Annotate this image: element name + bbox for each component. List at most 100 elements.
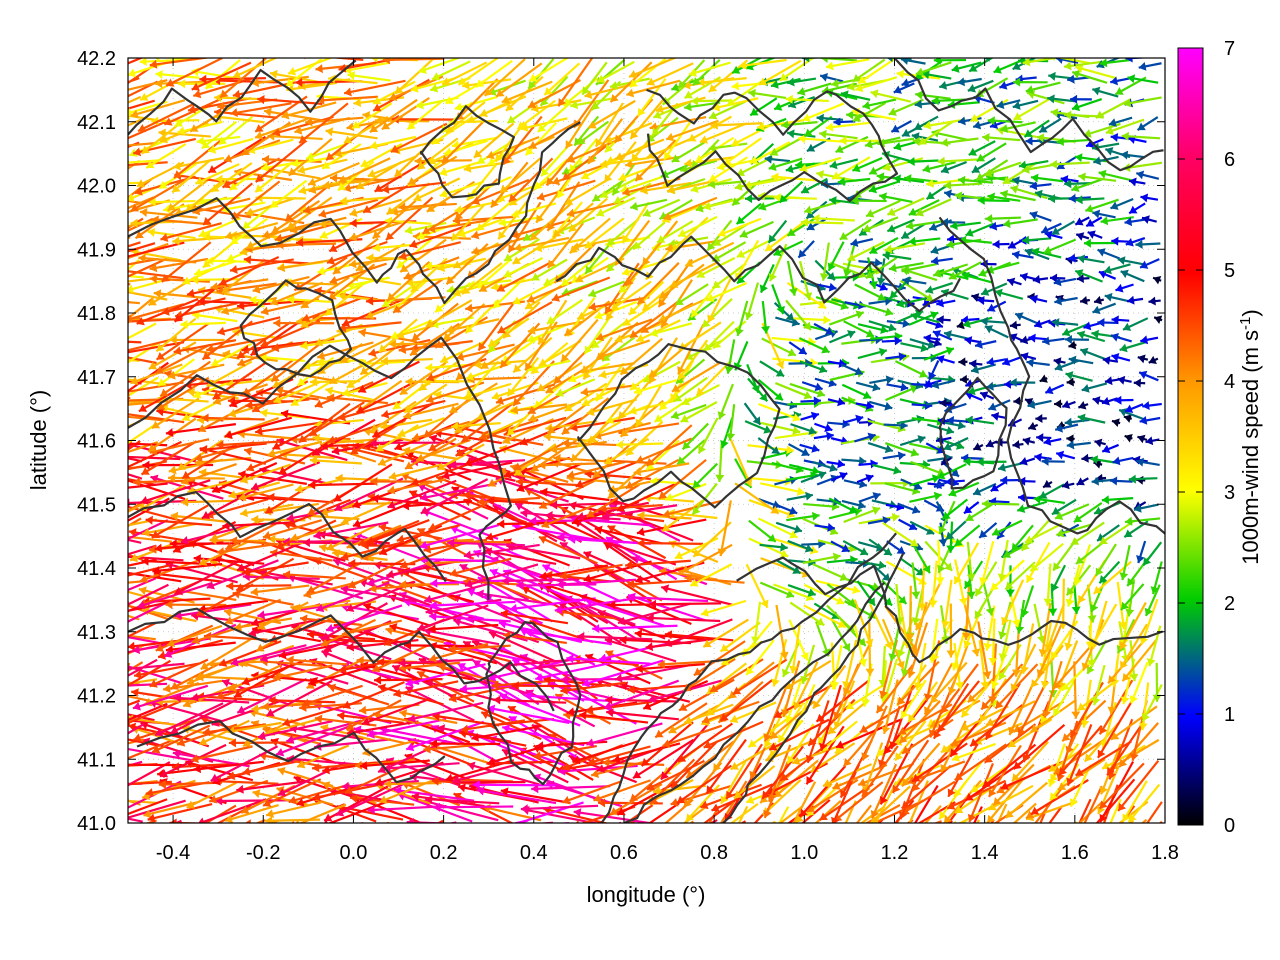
wind-arrow-head xyxy=(577,632,585,642)
wind-arrow-shaft xyxy=(664,633,734,642)
wind-arrow-shaft xyxy=(308,482,377,487)
wind-arrow-shaft xyxy=(252,275,310,292)
wind-arrow-head xyxy=(746,666,755,675)
wind-arrow-head xyxy=(225,616,234,625)
wind-arrow-shaft xyxy=(805,725,845,785)
wind-arrow-head xyxy=(429,600,438,610)
wind-arrow-head xyxy=(297,760,306,769)
wind-arrow-shaft xyxy=(275,388,336,402)
wind-arrow-head xyxy=(775,368,785,377)
wind-arrow-shaft xyxy=(198,539,251,566)
wind-arrow-shaft xyxy=(128,798,168,816)
wind-arrow-shaft xyxy=(512,280,555,305)
wind-arrow-shaft xyxy=(991,643,998,704)
wind-arrow-head xyxy=(978,268,987,277)
wind-arrow-shaft xyxy=(140,440,198,476)
wind-arrow-head xyxy=(979,714,988,723)
wind-arrow-head xyxy=(404,404,413,413)
wind-arrow-head xyxy=(1036,433,1044,443)
wind-arrow-head xyxy=(789,665,798,674)
wind-arrow-shaft xyxy=(128,380,142,385)
wind-arrow-head xyxy=(538,358,548,366)
wind-arrow-head xyxy=(759,393,768,402)
wind-arrow-shaft xyxy=(915,582,942,631)
wind-arrow-shaft xyxy=(128,577,157,592)
wind-arrow-head xyxy=(195,672,204,681)
wind-arrow-shaft xyxy=(538,479,596,510)
wind-arrow-head xyxy=(267,492,275,502)
wind-arrow-shaft xyxy=(430,822,432,823)
wind-arrow-head xyxy=(847,598,856,606)
wind-arrow-head xyxy=(272,379,281,388)
wind-arrow-head xyxy=(477,824,484,833)
wind-arrow-head xyxy=(622,317,632,326)
wind-arrow-head xyxy=(461,434,470,443)
wind-arrow-shaft xyxy=(546,298,583,325)
wind-arrow-head xyxy=(1128,474,1136,484)
wind-arrow-head xyxy=(828,282,837,292)
wind-arrow-head xyxy=(342,700,352,710)
wind-arrow-head xyxy=(1141,712,1150,722)
wind-arrow-head xyxy=(1066,440,1075,450)
wind-arrow-shaft xyxy=(1130,661,1149,704)
wind-arrow-head xyxy=(312,792,321,802)
wind-arrow-shaft xyxy=(814,799,842,823)
wind-arrow-head xyxy=(456,352,465,362)
wind-arrow-head xyxy=(423,429,433,438)
wind-arrow-head xyxy=(59,584,67,592)
wind-arrow-head xyxy=(1078,594,1086,604)
wind-arrow-head xyxy=(142,527,150,537)
wind-arrow-head xyxy=(86,212,94,221)
wind-arrow-head xyxy=(1091,476,1099,486)
wind-arrow-shaft xyxy=(948,641,970,696)
wind-arrow-head xyxy=(1099,574,1108,584)
wind-arrow-head xyxy=(1031,247,1040,257)
wind-arrow-shaft xyxy=(614,664,690,681)
wind-arrow-head xyxy=(612,754,621,764)
wind-arrow-head xyxy=(201,510,211,519)
wind-arrow-shaft xyxy=(535,821,553,823)
wind-arrow-shaft xyxy=(186,478,239,494)
wind-arrow-shaft xyxy=(625,458,680,490)
wind-arrow-shaft xyxy=(425,299,473,328)
wind-arrow-shaft xyxy=(216,440,281,447)
wind-arrow-shaft xyxy=(173,696,250,704)
wind-arrow-head xyxy=(419,382,428,391)
wind-arrow-head xyxy=(290,533,299,542)
wind-arrow-head xyxy=(646,457,655,466)
wind-arrow-shaft xyxy=(265,717,320,735)
wind-arrow-head xyxy=(1003,379,1012,389)
wind-arrow-head xyxy=(950,468,959,477)
wind-arrow-head xyxy=(442,471,450,480)
wind-arrow-head xyxy=(277,263,286,273)
wind-arrow-head xyxy=(169,335,177,345)
wind-arrow-shaft xyxy=(238,483,294,500)
wind-arrow-shaft xyxy=(174,603,252,618)
wind-arrow-head xyxy=(773,854,781,862)
wind-arrow-shaft xyxy=(953,542,980,585)
wind-arrow-shaft xyxy=(646,616,721,623)
wind-arrow-shaft xyxy=(484,549,557,566)
wind-arrow-head xyxy=(786,445,794,455)
wind-arrow-shaft xyxy=(449,459,526,467)
wind-arrow-head xyxy=(99,270,106,279)
wind-arrow-head xyxy=(1011,773,1021,782)
wind-arrow-head xyxy=(62,592,70,600)
wind-arrow-shaft xyxy=(1052,678,1077,717)
wind-arrow-head xyxy=(341,388,350,398)
wind-arrow-head xyxy=(971,784,980,793)
wind-arrow-shaft xyxy=(471,724,542,740)
wind-arrow-shaft xyxy=(242,358,294,397)
wind-arrow-head xyxy=(485,532,494,542)
wind-arrow-shaft xyxy=(155,322,210,361)
wind-arrow-shaft xyxy=(954,559,966,606)
wind-arrow-shaft xyxy=(564,382,608,412)
wind-arrow-head xyxy=(216,440,224,450)
wind-arrow-shaft xyxy=(153,291,212,300)
wind-arrow-shaft xyxy=(397,416,445,437)
wind-arrow-head xyxy=(383,637,392,647)
wind-arrow-head xyxy=(454,425,464,433)
wind-arrow-head xyxy=(896,660,905,669)
wind-arrow-head xyxy=(323,643,333,653)
wind-arrow-head xyxy=(243,255,252,265)
